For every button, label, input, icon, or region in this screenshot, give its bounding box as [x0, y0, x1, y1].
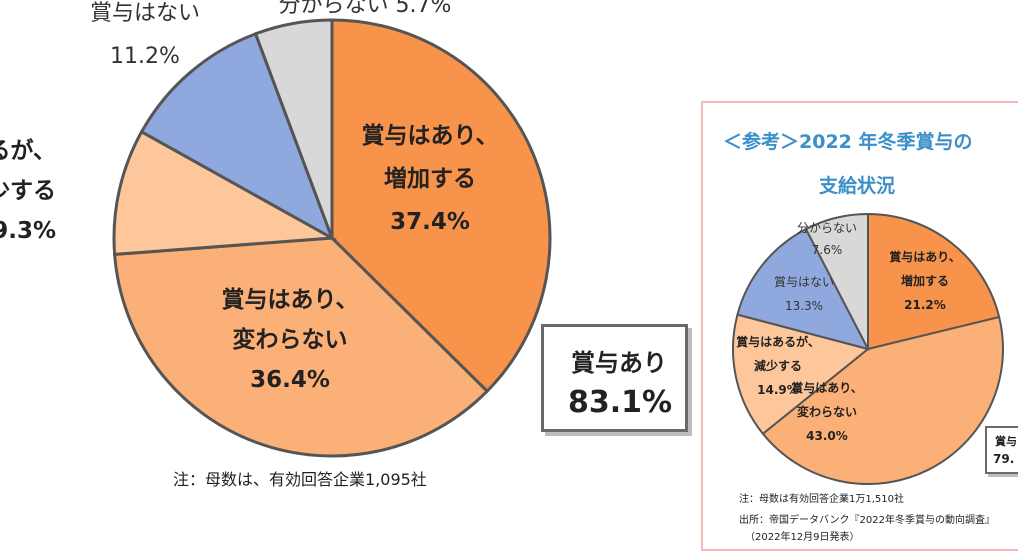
reference-title-line2: 支給状況 [819, 175, 896, 197]
main-label-1: 賞与はあり、変わらない 36.4% [221, 286, 358, 393]
reference-slice-4 [804, 212, 869, 350]
reference-label-2: 賞与はあるが、減少する 14.9% [736, 334, 820, 397]
reference-slice-3 [736, 227, 870, 351]
main-slice-1 [113, 236, 490, 458]
reference-slice-0 [867, 212, 1001, 351]
reference-note-1: 注：母数は有効回答企業1万1,510社 [739, 494, 904, 505]
reference-pie-chart: 賞与はあり、増加する 21.2% 賞与はあり、変わらない 43.0%賞与はあるが、減少… [732, 212, 1004, 485]
reference-title-line1: ＜参考＞2022 年冬季賞与の [723, 131, 973, 153]
main-label-0: 賞与はあり、増加する 37.4% [361, 122, 498, 235]
reference-label-4: 分からない 7.6% [797, 221, 857, 257]
reference-slice-2 [732, 313, 871, 436]
reference-label-1: 賞与はあり、変わらない 43.0% [791, 380, 863, 443]
main-label-3: 賞与はない 11.2% [90, 1, 200, 69]
main-slice-4 [253, 18, 334, 239]
reference-callout-value: 79. [993, 452, 1015, 466]
main-callout-value: 83.1% [568, 385, 673, 420]
reference-label-3: 賞与はない 13.3% [774, 275, 834, 313]
main-label-4: 分からない 5.7% [279, 0, 452, 18]
reference-note-2: 出所：帝国データバンク『2022年冬季賞与の動向調査』 [739, 515, 995, 526]
reference-slice-1 [761, 315, 1004, 485]
main-label-2: 与はあるが、減少する9.3% [0, 137, 56, 244]
main-slice-3 [139, 31, 335, 242]
reference-panel: ＜参考＞2022 年冬季賞与の 支給状況 賞与はあり、増加する 21.2% 賞与はあ… [701, 101, 1018, 551]
reference-callout-box: 賞与 79. [985, 426, 1018, 474]
main-callout-label: 賞与あり [571, 349, 667, 377]
main-slice-0 [330, 18, 552, 394]
reference-callout-label: 賞与 [995, 435, 1017, 448]
main-callout-box: 賞与あり 83.1% [541, 324, 688, 432]
reference-label-0: 賞与はあり、増加する 21.2% [889, 249, 961, 312]
main-note: 注：母数は、有効回答企業1,095社 [173, 470, 427, 489]
main-slice-2 [112, 129, 338, 257]
